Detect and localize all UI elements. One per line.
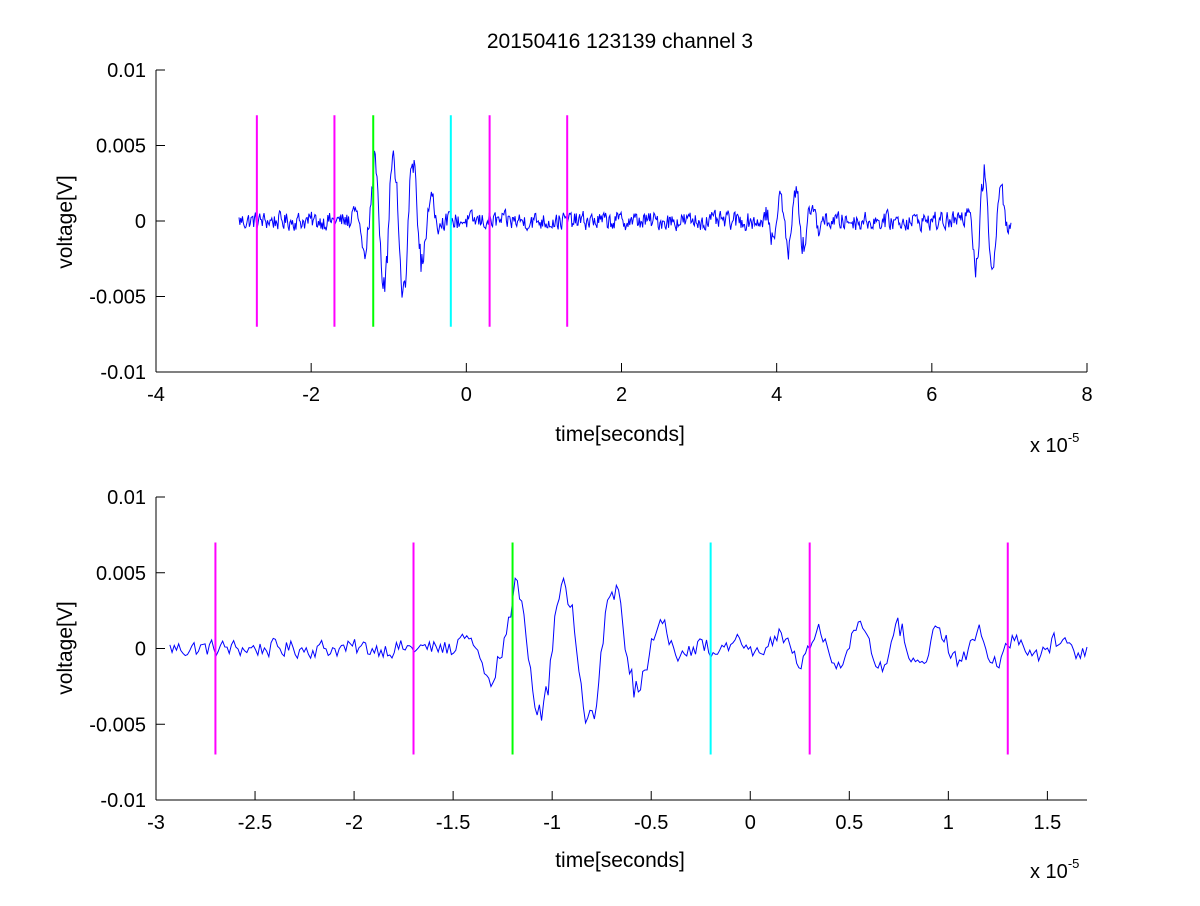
bottom-x-multiplier: x 10-5	[1030, 856, 1079, 883]
top-axes: 0.01 0.005 0 -0.005 -0.01-4 -2 0 2 4 6 8 time[seco…	[54, 60, 1093, 457]
bottom-plot-area: 0.01 0.005 0 -0.005 -0.01-3 -2.5 -2 -1.5 -1 -0.5 0…	[89, 487, 1088, 834]
top-y-axis-label: voltage[V]	[54, 175, 77, 268]
top-x-tick-label: -2	[302, 384, 320, 406]
top-x-multiplier: x 10-5	[1030, 430, 1079, 457]
bottom-x-axis-label: time[seconds]	[555, 849, 685, 872]
bottom-x-tick-label: -2.5	[238, 812, 272, 834]
bottom-signal-line	[169, 576, 1088, 725]
top-x-multiplier-base: x 10	[1030, 435, 1068, 457]
bottom-x-tick-label: -1.5	[436, 812, 470, 834]
bottom-y-tick-label: -0.005	[89, 714, 146, 736]
top-x-tick-label: 8	[1081, 384, 1092, 406]
top-signal-line	[238, 150, 1012, 298]
bottom-y-tick-label: -0.01	[100, 790, 146, 812]
top-x-tick-label: 2	[616, 384, 627, 406]
bottom-x-tick-label: 1.5	[1033, 812, 1061, 834]
top-x-axis-label: time[seconds]	[555, 423, 685, 446]
top-plot-area: 0.01 0.005 0 -0.005 -0.01-4 -2 0 2 4 6 8	[89, 60, 1092, 406]
bottom-axes: 0.01 0.005 0 -0.005 -0.01-3 -2.5 -2 -1.5 -1 -0.5 0…	[54, 487, 1088, 883]
top-x-multiplier-exponent: -5	[1068, 430, 1080, 445]
bottom-x-multiplier-base: x 10	[1030, 861, 1068, 883]
bottom-x-multiplier-exponent: -5	[1068, 856, 1080, 871]
bottom-x-tick-label: -3	[147, 812, 165, 834]
top-y-tick-label: 0	[135, 211, 146, 233]
top-x-tick-label: 4	[771, 384, 782, 406]
bottom-y-axis-label: voltage[V]	[54, 601, 77, 694]
top-x-tick-label: -4	[147, 384, 165, 406]
top-x-tick-label: 0	[461, 384, 472, 406]
chart-title: 20150416 123139 channel 3	[487, 30, 753, 53]
bottom-x-tick-label: -2	[345, 812, 363, 834]
bottom-x-tick-label: 1	[943, 812, 954, 834]
top-y-tick-label: -0.005	[89, 287, 146, 309]
top-y-tick-label: 0.01	[107, 60, 146, 82]
bottom-y-tick-label: 0.005	[96, 563, 146, 585]
top-y-tick-label: 0.005	[96, 136, 146, 158]
bottom-x-tick-label: -1	[543, 812, 561, 834]
bottom-x-tick-label: -0.5	[634, 812, 668, 834]
top-x-tick-label: 6	[926, 384, 937, 406]
top-y-tick-label: -0.01	[100, 362, 146, 384]
bottom-x-tick-label: 0	[745, 812, 756, 834]
bottom-y-tick-label: 0.01	[107, 487, 146, 509]
bottom-x-tick-label: 0.5	[835, 812, 863, 834]
bottom-y-tick-label: 0	[135, 639, 146, 661]
